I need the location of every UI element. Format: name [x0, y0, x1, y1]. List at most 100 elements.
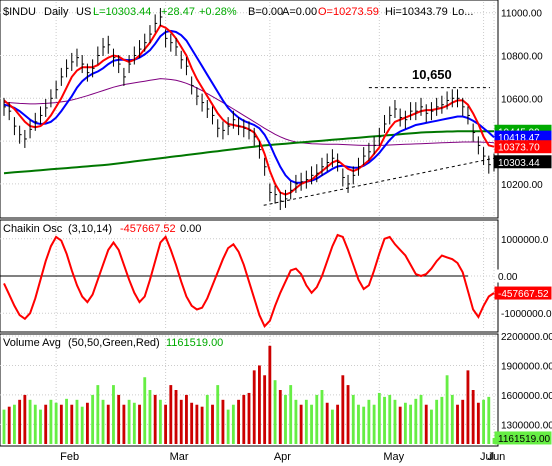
volume-value: 1161519.00	[166, 337, 223, 349]
x-tick-label: Mar	[170, 451, 189, 463]
volume-bar	[164, 404, 168, 444]
volume-bar	[190, 402, 194, 444]
volume-bar	[101, 399, 105, 444]
volume-bar	[341, 375, 345, 444]
volume-bar	[315, 394, 319, 444]
x-tick-label: Apr	[274, 451, 291, 463]
chaikin-value: -457667.52	[120, 223, 176, 235]
volume-bar	[91, 394, 95, 444]
volume-bar	[299, 404, 303, 444]
volume-bar	[44, 404, 48, 444]
volume-bar	[85, 402, 89, 444]
volume-bar	[456, 404, 459, 444]
x-tick-label: Feb	[60, 451, 79, 463]
volume-bar	[49, 399, 53, 444]
volume-bar	[75, 399, 79, 444]
volume-bar	[388, 394, 392, 444]
volume-bar	[252, 370, 256, 444]
price-y-tick-label: 11000.00	[501, 9, 542, 20]
volume-bar	[2, 409, 6, 444]
volume-bar	[304, 399, 308, 444]
volume-bar	[476, 402, 480, 444]
volume-bar	[117, 394, 121, 444]
price-grid	[0, 2, 498, 216]
chaikin-series	[0, 233, 495, 329]
price-ask: A=0.00	[282, 6, 317, 18]
volume-bar	[247, 392, 251, 444]
price-high: Hi=10343.79	[385, 6, 448, 18]
price-badge-label: 10303.44	[498, 158, 540, 169]
volume-bar	[39, 409, 42, 444]
value-badges: 10445.9910418.4710373.7010303.440.00-457…	[494, 124, 552, 445]
volume-bar	[351, 394, 355, 444]
volume-bar	[377, 392, 381, 444]
price-interval: Daily	[44, 6, 69, 18]
volume-bar	[320, 390, 324, 444]
volume-bar	[211, 404, 214, 444]
price-series	[3, 7, 496, 211]
volume-bar	[273, 380, 277, 444]
price-y-tick-label: 10800.00	[501, 52, 543, 63]
volume-bar	[409, 404, 413, 444]
price-badge	[494, 155, 552, 169]
volume-bar	[487, 396, 491, 444]
volume-bar	[362, 406, 366, 444]
x-tick-label: May	[383, 451, 404, 463]
volume-badge	[494, 431, 552, 445]
volume-bar	[205, 394, 209, 444]
volume-bar	[424, 404, 428, 444]
volume-bar	[80, 406, 84, 444]
volume-bar	[148, 390, 152, 444]
y-axes: 10200.0010400.0010600.0010800.0011000.00…	[501, 9, 552, 432]
volume-bar	[65, 398, 68, 444]
volume-bar	[450, 394, 454, 444]
volume-bar	[231, 404, 235, 444]
volume-bar	[440, 396, 444, 444]
price-bid: B=0.00	[248, 6, 283, 18]
volume-bar	[445, 375, 449, 444]
price-change: +28.47	[161, 6, 195, 18]
volume-bar	[346, 385, 350, 444]
volume-bar	[143, 377, 147, 444]
volume-bar	[336, 404, 340, 444]
volume-bar	[268, 345, 272, 444]
volume-bar	[127, 399, 131, 444]
volume-badge-label: 1161519.00	[498, 434, 551, 445]
volume-bar	[492, 437, 496, 444]
volume-y-tick-label: 1300000.00	[501, 420, 552, 431]
chaikin-oscillator-line	[3, 233, 495, 329]
volume-bar	[372, 404, 376, 444]
volume-bar	[325, 402, 329, 444]
volume-panel: Volume Avg (50,50,Green,Red) 1161519.00	[0, 333, 499, 447]
volume-bar	[122, 404, 126, 444]
volume-bar	[33, 404, 37, 444]
chaikin-name: Chaikin Osc	[3, 223, 63, 235]
volume-bar	[169, 385, 173, 444]
price-panel-frame	[0, 0, 499, 219]
volume-bar	[330, 409, 334, 444]
x-tick-label: Jun	[488, 451, 506, 463]
volume-bar	[430, 409, 433, 444]
volume-bar	[226, 409, 230, 444]
volume-params: (50,50,Green,Red)	[68, 337, 160, 349]
volume-bar	[195, 404, 199, 444]
volume-bar	[179, 399, 183, 444]
volume-y-tick-label: 1900000.00	[501, 361, 552, 372]
volume-bar	[13, 404, 16, 444]
price-open: O=10273.59	[318, 6, 379, 18]
volume-bar	[153, 394, 157, 444]
volume-bars	[2, 345, 496, 444]
volume-bar	[471, 390, 475, 444]
ma-200-line	[3, 130, 494, 175]
volume-bar	[158, 399, 162, 444]
volume-bar	[216, 385, 220, 444]
price-symbol: $INDU	[3, 6, 36, 18]
volume-bar	[18, 399, 22, 444]
volume-bar	[482, 399, 485, 444]
volume-bar	[138, 404, 141, 444]
volume-bar	[200, 406, 204, 444]
volume-bar	[258, 365, 261, 444]
volume-bar	[237, 399, 240, 444]
volume-bar	[112, 385, 115, 444]
